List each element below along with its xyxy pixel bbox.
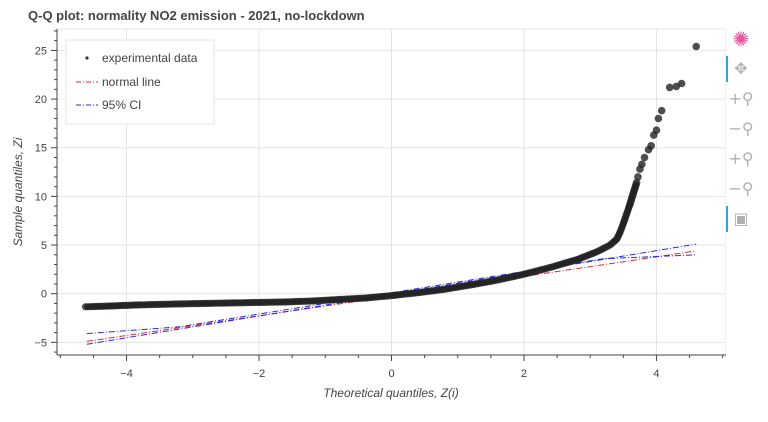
x-axis-label: Theoretical quantiles, Z(i) [323, 386, 458, 400]
box-zoom-out-icon[interactable]: −⚲ [726, 176, 756, 202]
x-tick-label: 2 [521, 368, 527, 380]
zoom-in-icon-glyph: +⚲ [728, 89, 754, 108]
x-tick-label: 0 [388, 368, 394, 380]
data-point [654, 114, 663, 123]
zoom-out-icon[interactable]: −⚲ [726, 116, 756, 142]
y-tick-label: 20 [35, 94, 47, 106]
active-tool-indicator [726, 206, 728, 232]
qq-plot[interactable]: −4 −2 0 2 4 −5 0 5 10 15 20 25 Theoretical quantile… [0, 0, 726, 422]
series-line-3 [86, 254, 697, 335]
y-tick-label: 25 [35, 45, 47, 57]
data-point [652, 126, 661, 134]
zoom-in-icon[interactable]: +⚲ [726, 86, 756, 112]
x-tick-label: 4 [653, 368, 659, 380]
pan-icon[interactable]: ✥ [726, 56, 756, 82]
box-zoom-in-icon[interactable]: +⚲ [726, 146, 756, 172]
data-point [665, 83, 674, 92]
data-point [647, 142, 655, 150]
zoom-out-icon-glyph: −⚲ [728, 119, 754, 138]
chart-toolbar: ✺ ✥ +⚲ −⚲ +⚲ −⚲ ▣ [726, 26, 756, 246]
data-point [692, 42, 700, 51]
y-tick-label: −5 [34, 337, 47, 349]
series-points [81, 42, 700, 311]
active-tool-indicator [726, 56, 728, 82]
y-tick-label: 0 [41, 289, 47, 301]
box-zoom-out-icon-glyph: −⚲ [728, 179, 754, 198]
x-tick-label: −4 [120, 368, 133, 380]
data-point [632, 179, 641, 187]
hover-icon-glyph: ▣ [733, 209, 749, 228]
legend: experimental data normal line 95% CI [65, 39, 215, 125]
legend-label-experimental: experimental data [102, 51, 198, 65]
y-tick-label: 5 [41, 240, 47, 252]
chart-title: Q-Q plot: normality NO2 emission - 2021,… [28, 8, 365, 23]
bokeh-logo-icon-glyph: ✺ [732, 27, 750, 51]
data-point [640, 153, 649, 162]
bokeh-logo-icon[interactable]: ✺ [726, 26, 756, 52]
axes: −4 −2 0 2 4 −5 0 5 10 15 20 25 [34, 29, 726, 380]
data-point [657, 106, 666, 115]
x-tick-label: −2 [253, 368, 266, 380]
data-point [677, 79, 686, 88]
box-zoom-in-icon-glyph: +⚲ [728, 149, 754, 168]
y-axis-label: Sample quantiles, Zi [11, 137, 25, 246]
data-point [634, 173, 642, 181]
pan-icon-glyph: ✥ [734, 59, 748, 78]
hover-icon[interactable]: ▣ [726, 206, 756, 232]
y-tick-label: 15 [35, 143, 47, 155]
data-point [638, 160, 646, 169]
legend-label-normal: normal line [102, 75, 161, 89]
legend-marker-experimental [85, 56, 89, 60]
legend-label-ci: 95% CI [102, 98, 141, 112]
y-tick-label: 10 [35, 191, 47, 203]
